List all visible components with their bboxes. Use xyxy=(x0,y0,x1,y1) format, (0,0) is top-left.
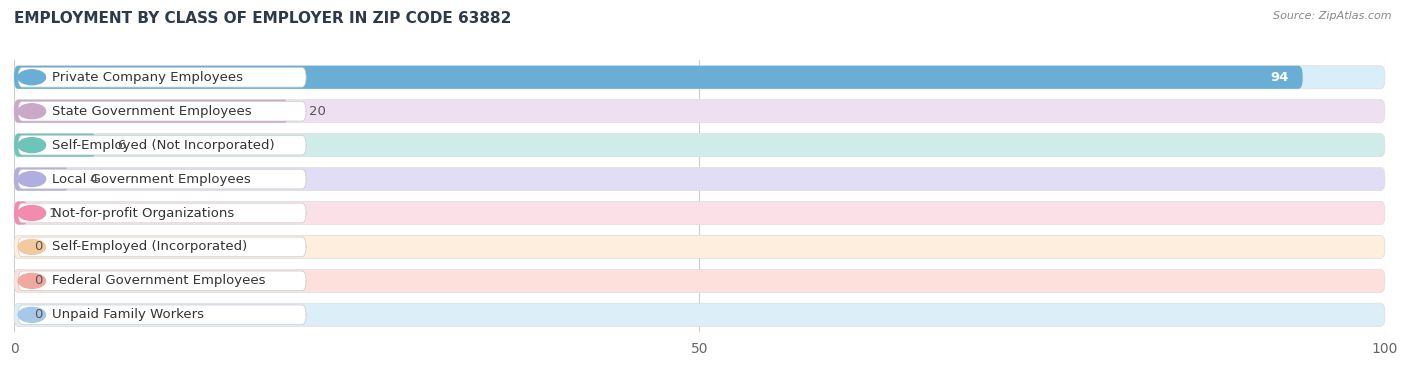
Text: 0: 0 xyxy=(35,308,44,321)
Text: Federal Government Employees: Federal Government Employees xyxy=(52,274,266,287)
Text: Self-Employed (Incorporated): Self-Employed (Incorporated) xyxy=(52,241,247,253)
FancyBboxPatch shape xyxy=(14,133,96,157)
Text: 4: 4 xyxy=(90,173,98,185)
FancyBboxPatch shape xyxy=(18,305,307,325)
Text: EMPLOYMENT BY CLASS OF EMPLOYER IN ZIP CODE 63882: EMPLOYMENT BY CLASS OF EMPLOYER IN ZIP C… xyxy=(14,11,512,26)
Text: 94: 94 xyxy=(1271,71,1289,84)
FancyBboxPatch shape xyxy=(14,167,69,191)
FancyBboxPatch shape xyxy=(18,237,307,257)
Text: Unpaid Family Workers: Unpaid Family Workers xyxy=(52,308,204,321)
Ellipse shape xyxy=(18,104,45,119)
Ellipse shape xyxy=(18,273,45,288)
Text: 1: 1 xyxy=(48,207,56,219)
Text: Source: ZipAtlas.com: Source: ZipAtlas.com xyxy=(1274,11,1392,21)
FancyBboxPatch shape xyxy=(14,235,1385,259)
Text: Local Government Employees: Local Government Employees xyxy=(52,173,252,185)
FancyBboxPatch shape xyxy=(18,203,307,223)
Text: Self-Employed (Not Incorporated): Self-Employed (Not Incorporated) xyxy=(52,139,276,152)
Ellipse shape xyxy=(18,172,45,187)
FancyBboxPatch shape xyxy=(14,303,1385,326)
FancyBboxPatch shape xyxy=(14,167,1385,191)
Text: Not-for-profit Organizations: Not-for-profit Organizations xyxy=(52,207,235,219)
FancyBboxPatch shape xyxy=(18,135,307,155)
Ellipse shape xyxy=(18,239,45,254)
FancyBboxPatch shape xyxy=(14,201,1385,225)
Ellipse shape xyxy=(18,205,45,221)
FancyBboxPatch shape xyxy=(14,66,1303,89)
Text: 0: 0 xyxy=(35,274,44,287)
FancyBboxPatch shape xyxy=(14,100,288,123)
Text: 0: 0 xyxy=(35,241,44,253)
FancyBboxPatch shape xyxy=(14,133,1385,157)
FancyBboxPatch shape xyxy=(14,201,28,225)
FancyBboxPatch shape xyxy=(14,66,1385,89)
Text: Private Company Employees: Private Company Employees xyxy=(52,71,243,84)
FancyBboxPatch shape xyxy=(18,67,307,87)
FancyBboxPatch shape xyxy=(18,169,307,189)
FancyBboxPatch shape xyxy=(18,101,307,121)
Text: 20: 20 xyxy=(309,105,326,118)
FancyBboxPatch shape xyxy=(14,100,1385,123)
Ellipse shape xyxy=(18,138,45,153)
Text: 6: 6 xyxy=(117,139,125,152)
Ellipse shape xyxy=(18,307,45,322)
Ellipse shape xyxy=(18,70,45,85)
Text: State Government Employees: State Government Employees xyxy=(52,105,252,118)
FancyBboxPatch shape xyxy=(14,269,1385,293)
FancyBboxPatch shape xyxy=(18,271,307,291)
